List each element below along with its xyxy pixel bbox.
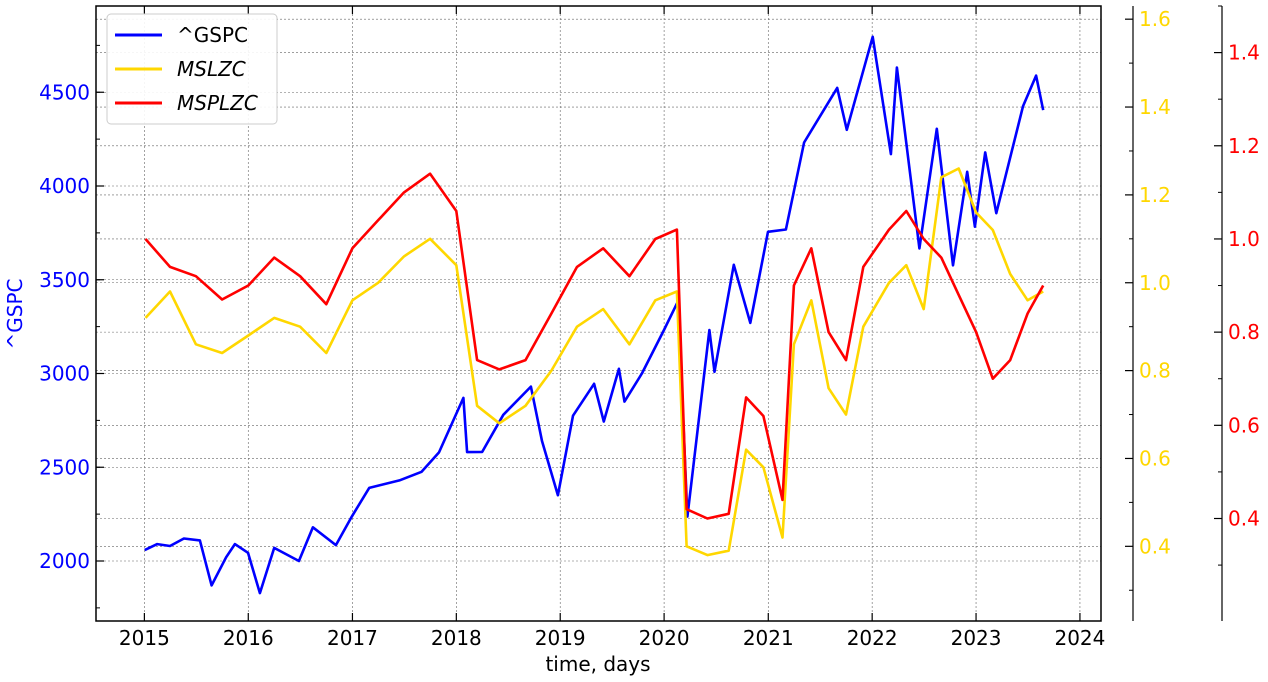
left-tick-label: 3000: [39, 362, 90, 386]
left-tick-label: 4000: [39, 174, 90, 198]
legend-label-mslzc: MSLZC: [177, 57, 246, 81]
axes-layer: 2015 2016 2017 2018 2019 2020 2021 2022 2023 2024…: [39, 5, 1260, 650]
right-1-tick-label: 1.4: [1139, 95, 1171, 119]
x-tick-label: 2024: [1054, 626, 1105, 650]
right-2-tick-label: 0.8: [1228, 320, 1260, 344]
series-line-gspc: [144, 35, 1045, 595]
series-line-msplzc: [144, 172, 1045, 520]
left-tick-label: 3500: [39, 268, 90, 292]
plot-frame: [95, 5, 1102, 622]
right-2-tick-label: 0.4: [1228, 507, 1260, 531]
legend-box: [106, 13, 278, 125]
right-2-tick-label: 0.6: [1228, 413, 1260, 437]
right-1-tick-label: 1.0: [1139, 271, 1171, 295]
right-2-tick-label: 1.4: [1228, 41, 1260, 65]
x-tick-label: 2015: [119, 626, 170, 650]
left-tick-label: 2500: [39, 455, 90, 479]
x-tick-label: 2022: [847, 626, 898, 650]
right-1-tick-label: 0.6: [1139, 446, 1171, 470]
x-tick-label: 2017: [327, 626, 378, 650]
right-1-tick-label: 1.2: [1139, 183, 1171, 207]
right-1-tick-label: 1.6: [1139, 7, 1171, 31]
right-2-tick-label: 1.0: [1228, 227, 1260, 251]
left-axis-title: ^GSPC: [3, 279, 27, 350]
x-tick-label: 2018: [431, 626, 482, 650]
x-tick-label: 2021: [743, 626, 794, 650]
right-1-tick-label: 0.4: [1139, 534, 1171, 558]
legend-label-gspc: ^GSPC: [177, 23, 248, 47]
x-tick-label: 2016: [223, 626, 274, 650]
x-tick-label: 2019: [535, 626, 586, 650]
legend: ^GSPC MSLZC MSPLZC: [106, 13, 278, 125]
legend-label-msplzc: MSPLZC: [177, 91, 258, 115]
left-tick-label: 4500: [39, 80, 90, 104]
right-2-tick-label: 1.2: [1228, 134, 1260, 158]
x-tick-label: 2023: [951, 626, 1002, 650]
left-tick-label: 2000: [39, 549, 90, 573]
series-line-mslzc: [144, 167, 1044, 557]
right-1-tick-label: 0.8: [1139, 359, 1171, 383]
x-axis-title: time, days: [545, 652, 650, 676]
series-layer: [144, 35, 1045, 595]
x-tick-label: 2020: [639, 626, 690, 650]
